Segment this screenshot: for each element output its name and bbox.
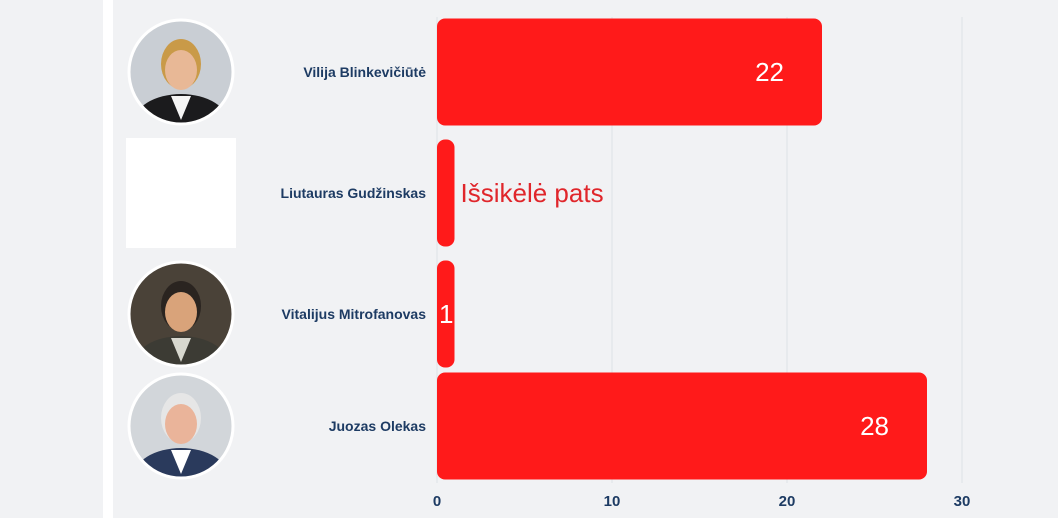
category-label: Vitalijus Mitrofanovas	[282, 306, 427, 322]
x-axis-ticks: 0 10 20 30	[433, 493, 971, 510]
x-tick-label: 0	[433, 493, 441, 510]
category-label: Vilija Blinkevičiūtė	[303, 64, 426, 80]
category-labels: Vilija Blinkevičiūtė Liutauras Gudžinskas…	[281, 64, 427, 434]
data-label: Išsikėlė pats	[461, 178, 604, 208]
left-margin-strip	[0, 0, 103, 518]
portrait-photo-olekas	[129, 374, 233, 478]
x-tick-label: 20	[779, 493, 796, 510]
data-label: 1	[439, 299, 453, 329]
category-label: Liutauras Gudžinskas	[281, 185, 427, 201]
bar-0	[437, 18, 822, 126]
portrait-avatars	[126, 18, 236, 480]
bar-2	[437, 260, 455, 368]
data-labels: 22 Išsikėlė pats 1 28	[439, 57, 889, 441]
x-tick-label: 30	[954, 493, 971, 510]
bars	[437, 18, 927, 480]
portrait-photo-mitrofanovas	[129, 262, 233, 366]
data-label: 22	[755, 57, 784, 87]
bar-3	[437, 372, 927, 480]
category-label: Juozas Olekas	[329, 418, 426, 434]
x-tick-label: 10	[604, 493, 621, 510]
portrait-photo-blinkeviciute	[129, 20, 233, 124]
data-label: 28	[860, 411, 889, 441]
bar-1	[437, 139, 455, 247]
